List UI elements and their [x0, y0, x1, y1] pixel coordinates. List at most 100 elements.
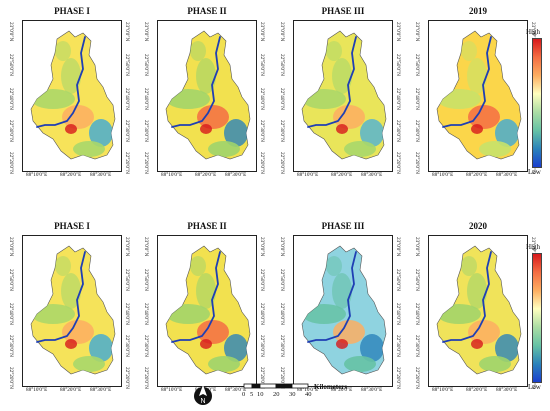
y-tick-label: 22°40'0"N — [143, 303, 149, 325]
y-tick-label: 23°0'0"N — [124, 237, 130, 257]
y-tick-label: 22°50'0"N — [414, 269, 420, 291]
panel-title: PHASE III — [321, 6, 365, 16]
y-tick-label: 22°40'0"N — [414, 88, 420, 110]
x-tick-label: 88°20'0"E — [466, 387, 488, 393]
map-panel: 2019 88°10'0"E 88°20'0"E 88°30'0"E 23°0'0"N… — [414, 6, 542, 196]
y-tick-label: 22°40'0"N — [259, 88, 265, 110]
y-tick-label: 22°50'0"N — [143, 54, 149, 76]
x-tick-label: 88°20'0"E — [60, 172, 82, 178]
y-tick-label: 23°0'0"N — [124, 22, 130, 42]
x-tick-label: 88°10'0"E — [432, 172, 454, 178]
legend-2019: High Low — [522, 28, 550, 178]
y-tick-label: 22°40'0"N — [143, 88, 149, 110]
map-image — [301, 30, 387, 160]
y-tick-label: 22°20'0"N — [143, 152, 149, 174]
y-tick-label: 22°30'0"N — [395, 120, 401, 142]
scale-unit: Kilometers — [314, 383, 348, 391]
y-tick-label: 22°50'0"N — [395, 269, 401, 291]
y-tick-label: 22°40'0"N — [8, 88, 14, 110]
map-frame — [22, 235, 122, 387]
map-frame — [428, 235, 528, 387]
north-arrow-icon: N — [193, 384, 213, 406]
y-tick-label: 22°40'0"N — [124, 303, 130, 325]
x-tick-label: 88°30'0"E — [361, 387, 383, 393]
legend-color-ramp — [532, 38, 542, 168]
y-tick-label: 22°50'0"N — [124, 269, 130, 291]
y-tick-label: 22°40'0"N — [8, 303, 14, 325]
y-tick-label: 23°0'0"N — [8, 237, 14, 257]
map-panel: 2020 88°10'0"E 88°20'0"E 88°30'0"E 23°0'0"N… — [414, 221, 542, 411]
y-tick-label: 23°0'0"N — [143, 237, 149, 257]
legend-high-label: High — [526, 243, 540, 251]
x-tick-label: 88°30'0"E — [496, 387, 518, 393]
scale-tick: 10 — [257, 391, 264, 398]
y-tick-label: 23°0'0"N — [143, 22, 149, 42]
scale-tick: 0 — [242, 391, 246, 398]
map-panel: PHASE I 88°10'0"E 88°20'0"E 88°30'0"E 23°0'… — [8, 6, 136, 196]
legend-low-label: Low — [528, 383, 541, 391]
y-tick-label: 23°0'0"N — [414, 22, 420, 42]
y-tick-label: 22°20'0"N — [8, 152, 14, 174]
x-tick-label: 88°10'0"E — [26, 172, 48, 178]
map-image — [436, 30, 522, 160]
y-tick-label: 22°30'0"N — [124, 120, 130, 142]
map-image — [436, 245, 522, 375]
x-tick-label: 88°20'0"E — [331, 172, 353, 178]
y-tick-label: 22°50'0"N — [124, 54, 130, 76]
y-tick-label: 23°0'0"N — [259, 22, 265, 42]
y-tick-label: 22°50'0"N — [8, 54, 14, 76]
scale-tick: 5 — [250, 391, 254, 398]
x-tick-label: 88°30'0"E — [225, 387, 247, 393]
panel-title: 2019 — [469, 6, 487, 16]
y-tick-label: 23°0'0"N — [8, 22, 14, 42]
panel-title: PHASE II — [187, 221, 227, 231]
legend-2020: High Low — [522, 243, 550, 393]
y-tick-label: 22°50'0"N — [259, 54, 265, 76]
x-tick-label: 88°10'0"E — [297, 172, 319, 178]
y-tick-label: 22°20'0"N — [414, 367, 420, 389]
y-tick-label: 23°0'0"N — [259, 237, 265, 257]
y-tick-label: 22°40'0"N — [414, 303, 420, 325]
x-tick-label: 88°20'0"E — [466, 172, 488, 178]
y-tick-label: 22°40'0"N — [259, 303, 265, 325]
y-tick-label: 22°30'0"N — [279, 120, 285, 142]
y-tick-label: 22°50'0"N — [395, 54, 401, 76]
y-tick-label: 23°0'0"N — [414, 237, 420, 257]
y-tick-label: 22°50'0"N — [259, 269, 265, 291]
y-tick-label: 23°0'0"N — [395, 22, 401, 42]
y-tick-label: 22°30'0"N — [279, 335, 285, 357]
map-image — [30, 245, 116, 375]
panel-title: PHASE I — [54, 221, 90, 231]
y-tick-label: 22°40'0"N — [279, 303, 285, 325]
map-frame — [428, 20, 528, 172]
y-tick-label: 22°50'0"N — [279, 54, 285, 76]
map-image — [301, 245, 387, 375]
x-tick-label: 88°10'0"E — [297, 387, 319, 393]
y-tick-label: 22°20'0"N — [414, 152, 420, 174]
y-tick-label: 22°50'0"N — [143, 269, 149, 291]
map-panel: PHASE II 88°10'0"E88°20'0"E88°30'0"E23°0… — [143, 221, 271, 411]
y-tick-label: 22°30'0"N — [414, 335, 420, 357]
panel-title: 2020 — [469, 221, 487, 231]
y-tick-label: 22°30'0"N — [259, 335, 265, 357]
y-tick-label: 23°0'0"N — [395, 237, 401, 257]
x-tick-label: 88°30'0"E — [361, 172, 383, 178]
y-tick-label: 22°50'0"N — [279, 269, 285, 291]
y-tick-label: 22°20'0"N — [143, 367, 149, 389]
y-tick-label: 22°20'0"N — [124, 367, 130, 389]
map-image — [165, 30, 251, 160]
y-tick-label: 22°30'0"N — [143, 335, 149, 357]
map-image — [165, 245, 251, 375]
y-tick-label: 22°30'0"N — [259, 120, 265, 142]
x-tick-label: 88°20'0"E — [331, 387, 353, 393]
y-tick-label: 22°40'0"N — [395, 303, 401, 325]
y-tick-label: 22°20'0"N — [124, 152, 130, 174]
legend-high-label: High — [526, 28, 540, 36]
y-tick-label: 22°20'0"N — [259, 152, 265, 174]
scale-tick: 30 — [289, 391, 296, 398]
y-tick-label: 23°0'0"N — [279, 22, 285, 42]
x-tick-label: 88°20'0"E — [195, 172, 217, 178]
map-frame — [157, 235, 257, 387]
y-tick-label: 22°50'0"N — [414, 54, 420, 76]
